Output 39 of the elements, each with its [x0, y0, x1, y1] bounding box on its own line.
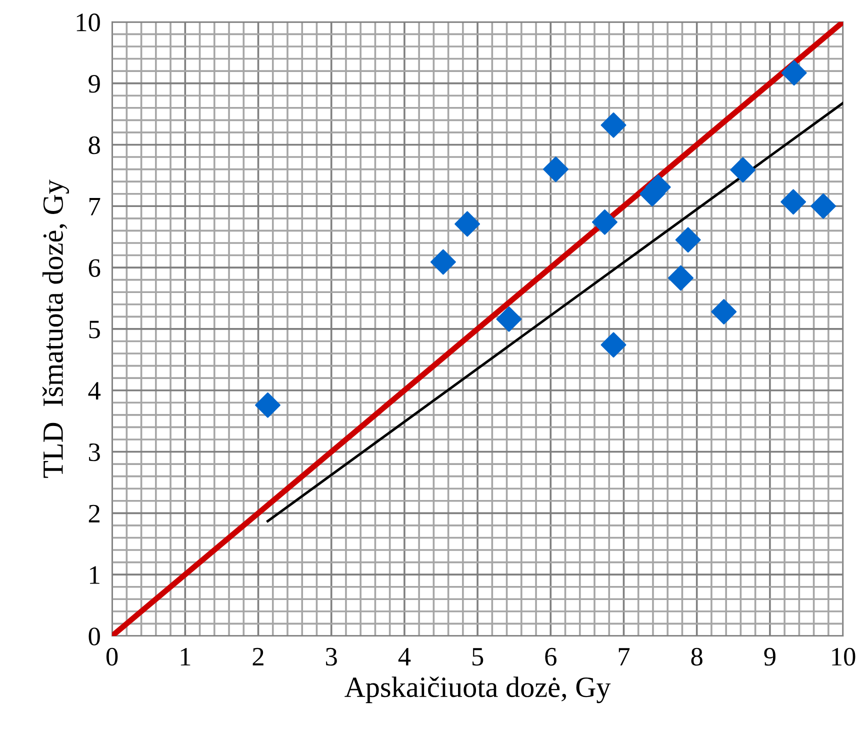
x-tick-label: 8: [691, 648, 702, 666]
point: [600, 112, 626, 138]
point: [496, 306, 522, 332]
y-tick-label: 7: [89, 198, 100, 216]
point: [780, 189, 806, 215]
y-tick-label: 10: [76, 14, 100, 32]
y-tick-label: 1: [90, 566, 100, 584]
point: [600, 332, 626, 358]
y-tick-label: 2: [88, 504, 100, 522]
point: [255, 392, 280, 418]
point: [675, 227, 701, 253]
point: [592, 209, 618, 235]
point: [781, 60, 807, 86]
y-tick-label: 0: [88, 628, 100, 646]
x-tick-label: 10: [832, 648, 856, 666]
y-tick-label: 3: [89, 443, 100, 462]
x-tick-label: 6: [545, 648, 556, 666]
y-tick-label: 6: [88, 259, 100, 277]
point: [810, 193, 836, 219]
x-tick-label: 3: [326, 648, 337, 666]
point: [730, 157, 756, 183]
y-tick-label: 9: [88, 75, 100, 93]
x-tick-label: 7: [618, 648, 630, 666]
point: [454, 211, 480, 237]
y-tick-label: 4: [88, 382, 101, 400]
point: [711, 299, 737, 324]
y-axis-title: TLD Išmatuota dozė, Gy: [42, 180, 70, 478]
x-tick-label: 9: [764, 648, 776, 666]
x-tick-label: 5: [472, 648, 484, 666]
point: [668, 265, 694, 291]
y-tick-label: 8: [88, 136, 100, 154]
x-tick-label: 0: [106, 648, 118, 666]
x-tick-label: 4: [398, 648, 411, 666]
point: [430, 249, 456, 275]
point: [543, 156, 568, 182]
x-tick-label: 1: [180, 648, 190, 666]
x-tick-label: 2: [252, 648, 264, 666]
y-tick-label: 5: [89, 320, 100, 338]
x-axis-title: Apskaičiuota dozė, Gy: [344, 676, 611, 704]
